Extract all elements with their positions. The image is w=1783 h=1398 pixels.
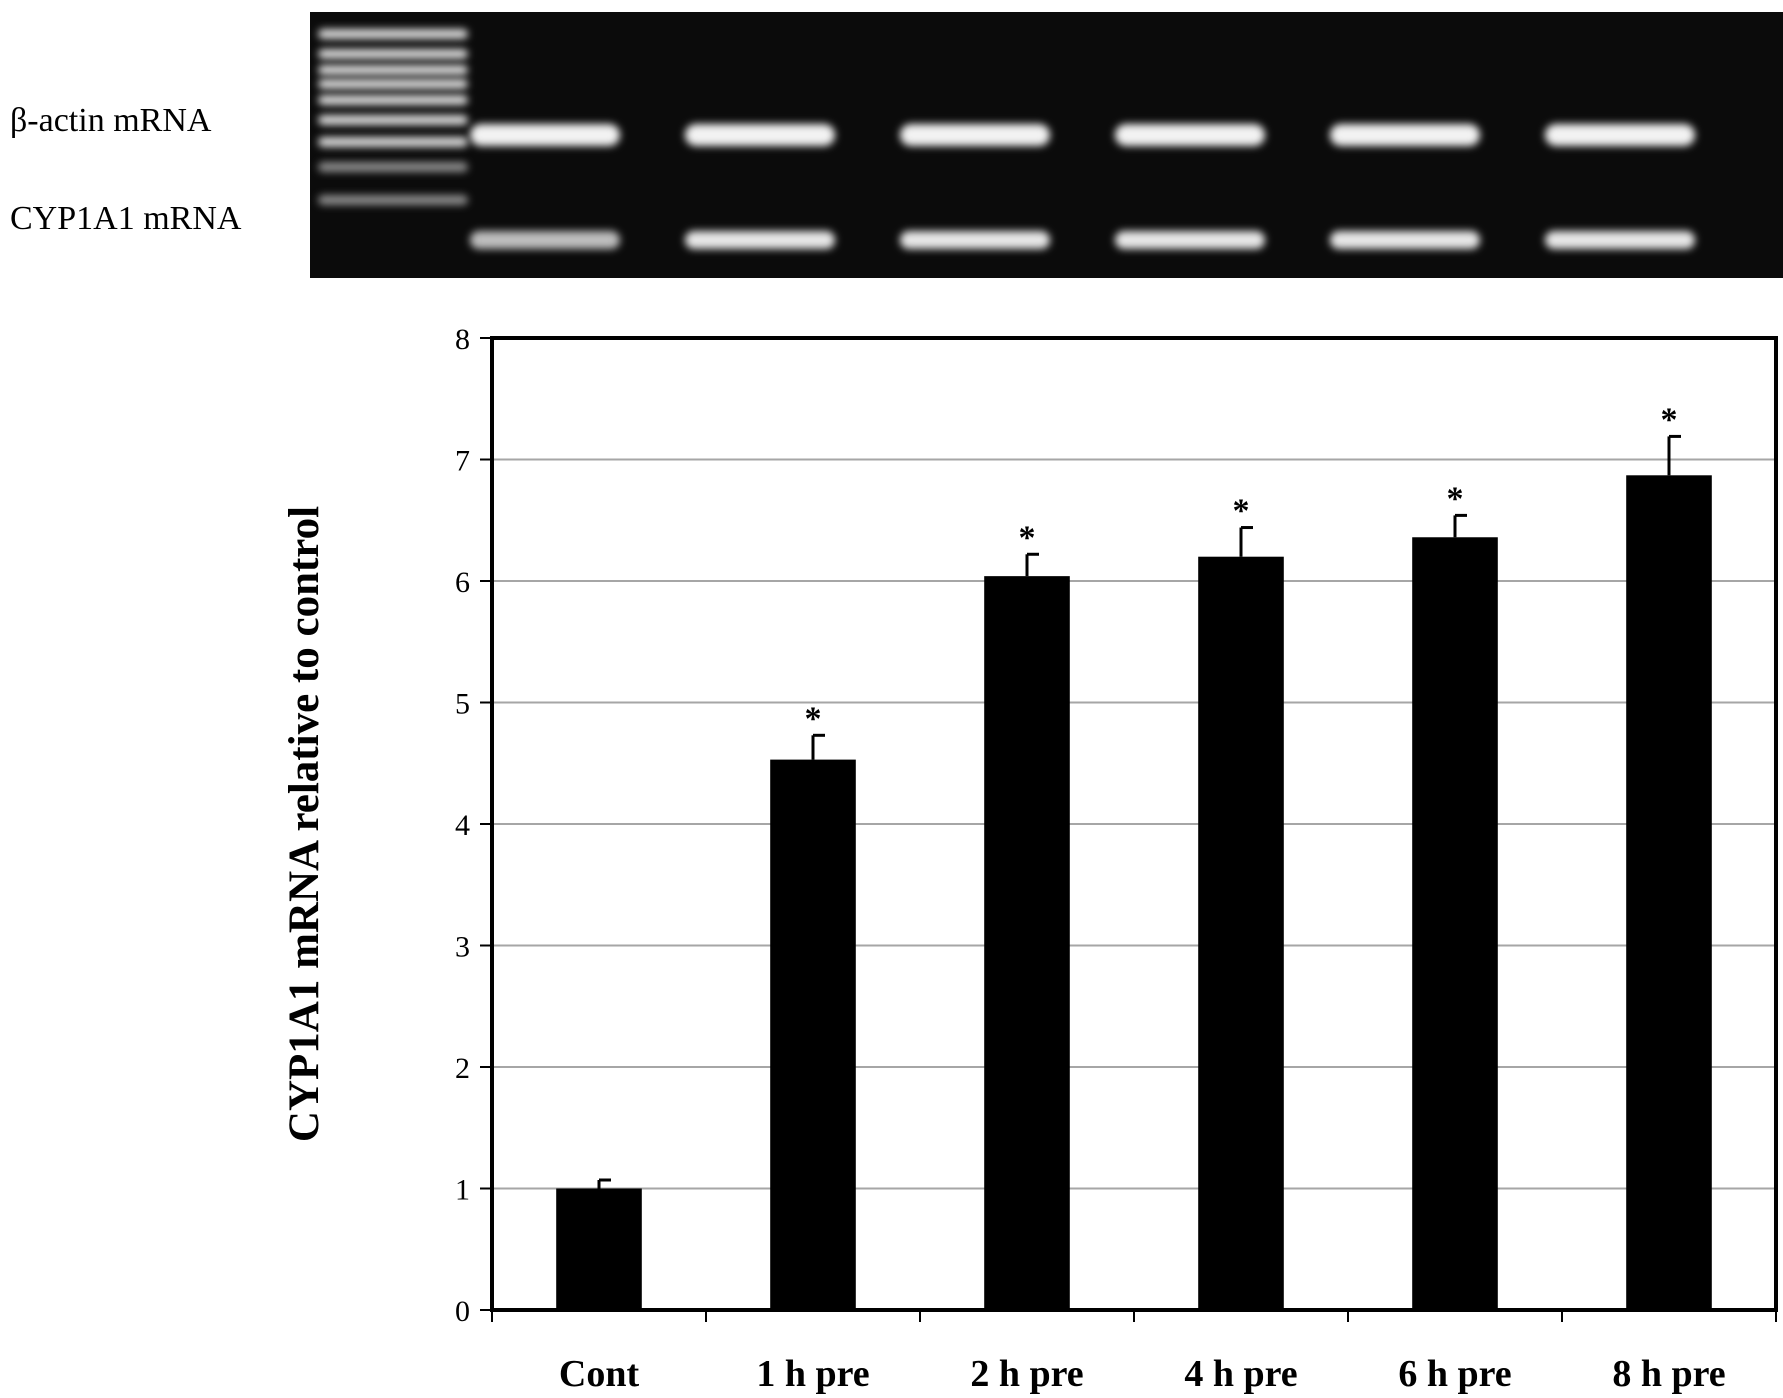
ladder-band: [318, 49, 468, 59]
bar: [770, 759, 856, 1310]
bar: [984, 576, 1070, 1310]
y-tick-label: 8: [455, 323, 470, 356]
bars: * * * * *: [556, 401, 1712, 1310]
significance-marker: *: [805, 700, 822, 737]
cyp1a1-band: [900, 231, 1050, 249]
beta-actin-band: [685, 124, 835, 146]
category-label: 6 h pre: [1398, 1353, 1511, 1395]
y-tick-label: 7: [455, 445, 470, 478]
ladder-band: [318, 115, 468, 125]
beta-actin-band: [1545, 124, 1695, 146]
cyp1a1-band: [685, 231, 835, 249]
ladder-band: [318, 29, 468, 39]
grid-lines: [492, 458, 1776, 1190]
category-label: 1 h pre: [756, 1353, 869, 1395]
y-tick-label: 5: [455, 688, 470, 721]
cyp1a1-label: CYP1A1 mRNA: [10, 200, 242, 237]
bar: [1198, 556, 1284, 1310]
y-tick-label: 6: [455, 566, 470, 599]
category-label: Cont: [559, 1353, 640, 1395]
bar: [1626, 475, 1712, 1310]
bar-chart: * * * * * 0 1 2 3 4 5 6 7 8 Cont 1 h pre 2 h pre 4 h pre…: [281, 323, 1778, 1395]
ladder-band: [318, 137, 468, 147]
category-label: 4 h pre: [1184, 1353, 1297, 1395]
y-axis-label: CYP1A1 mRNA relative to control: [281, 506, 328, 1142]
beta-actin-band: [1330, 124, 1480, 146]
gel-image: [310, 12, 1783, 278]
gel-panel: β-actin mRNA CYP1A1 mRNA: [0, 0, 1783, 285]
category-label: 8 h pre: [1612, 1353, 1725, 1395]
axes: 0 1 2 3 4 5 6 7 8 Cont 1 h pre 2 h pre 4 h pre 6 h pr…: [455, 323, 1778, 1395]
bar: [1412, 537, 1498, 1310]
bar: [556, 1188, 642, 1310]
significance-marker: *: [1661, 401, 1678, 438]
category-label: 2 h pre: [970, 1353, 1083, 1395]
y-tick-label: 1: [455, 1174, 470, 1207]
beta-actin-band: [900, 124, 1050, 146]
beta-actin-label: β-actin mRNA: [10, 102, 212, 139]
y-tick-label: 3: [455, 931, 470, 964]
cyp1a1-band: [1545, 231, 1695, 249]
ladder-band: [318, 79, 468, 89]
y-tick-label: 4: [455, 809, 470, 842]
y-tick-label: 0: [455, 1295, 470, 1328]
beta-actin-band: [1115, 124, 1265, 146]
y-tick-label: 2: [455, 1052, 470, 1085]
cyp1a1-band: [1330, 231, 1480, 249]
beta-actin-band: [470, 124, 620, 146]
ladder-band: [318, 65, 468, 75]
ladder-band: [318, 162, 468, 172]
ladder-band: [318, 95, 468, 105]
significance-marker: *: [1233, 493, 1250, 530]
significance-marker: *: [1447, 480, 1464, 517]
significance-marker: *: [1019, 519, 1036, 556]
cyp1a1-band: [1115, 231, 1265, 249]
cyp1a1-band: [470, 231, 620, 249]
ladder-band: [318, 195, 468, 205]
